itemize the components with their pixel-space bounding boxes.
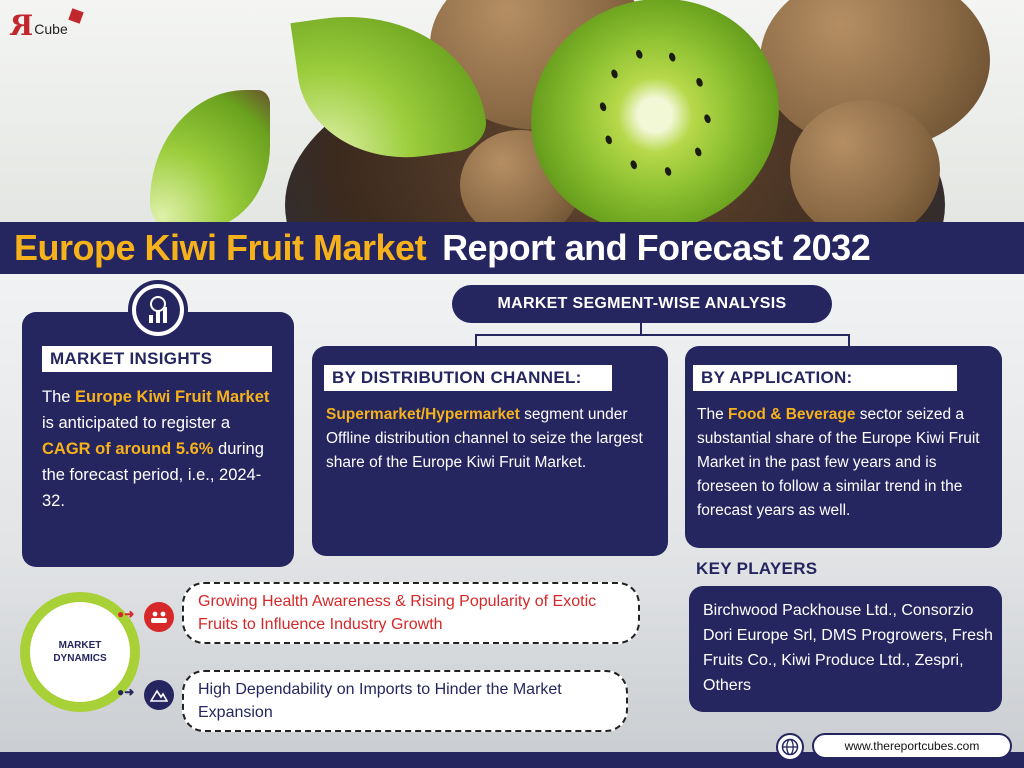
logo-mark: R <box>10 9 34 42</box>
title-bar: Europe Kiwi Fruit Market Report and Fore… <box>0 222 1024 274</box>
dynamics-badge: MARKET DYNAMICS <box>30 602 130 702</box>
logo-text: Cube <box>34 21 68 37</box>
kiwi-wedge <box>150 90 270 224</box>
logo: R Cube <box>10 8 84 42</box>
insights-text-post: during the forecast period, i.e., 2024-3… <box>42 440 264 510</box>
application-text-post: sector seized a substantial share of the… <box>697 406 980 519</box>
insights-text-pre: The <box>42 388 76 406</box>
driver-box: Growing Health Awareness & Rising Popula… <box>182 582 640 644</box>
globe-icon[interactable] <box>776 733 804 761</box>
application-label: BY APPLICATION: <box>693 365 957 391</box>
whole-kiwi <box>790 100 940 224</box>
insights-label: MARKET INSIGHTS <box>42 346 272 372</box>
distribution-body: segment under Offline distribution chann… <box>326 406 643 471</box>
key-players-card <box>689 586 1002 712</box>
distribution-label: BY DISTRIBUTION CHANNEL: <box>324 365 612 391</box>
footer-strip <box>0 752 1024 768</box>
hero-image: R Cube <box>0 0 1024 224</box>
connector <box>640 323 642 335</box>
connector <box>475 334 477 346</box>
challenge-arrow-icon: ●➜ <box>117 685 135 699</box>
connector <box>475 334 850 336</box>
dynamics-label-line1: MARKET <box>58 640 102 651</box>
driver-arrow-icon: ●➜ <box>117 607 135 621</box>
key-players-text: Birchwood Packhouse Ltd., Consorzio Dori… <box>703 602 993 694</box>
insights-text-mid: is anticipated to register a <box>42 414 231 432</box>
application-highlight: Food & Beverage <box>728 406 856 423</box>
analytics-icon <box>128 280 188 340</box>
challenge-box: High Dependability on Imports to Hinder … <box>182 670 628 732</box>
key-players-label: KEY PLAYERS <box>696 559 818 578</box>
segment-header: MARKET SEGMENT-WISE ANALYSIS <box>452 285 832 323</box>
insights-highlight-market: Europe Kiwi Fruit Market <box>75 388 270 406</box>
insights-highlight-cagr: CAGR of around 5.6% <box>42 440 214 458</box>
people-icon <box>144 602 174 632</box>
dynamics-label-line2: DYNAMICS <box>53 653 107 664</box>
insights-text: The Europe Kiwi Fruit Market is anticipa… <box>42 384 278 514</box>
distribution-text: Supermarket/Hypermarket segment under Of… <box>326 403 652 475</box>
title-report: Report and Forecast 2032 <box>442 227 871 268</box>
title-market: Europe Kiwi Fruit Market <box>14 227 427 268</box>
application-text: The Food & Beverage sector seized a subs… <box>697 403 991 523</box>
application-text-pre: The <box>697 406 729 423</box>
mountain-icon <box>144 680 174 710</box>
connector <box>848 334 850 346</box>
logo-cube-icon <box>68 8 84 24</box>
website-link[interactable]: www.thereportcubes.com <box>812 733 1012 759</box>
distribution-highlight: Supermarket/Hypermarket <box>326 406 520 423</box>
